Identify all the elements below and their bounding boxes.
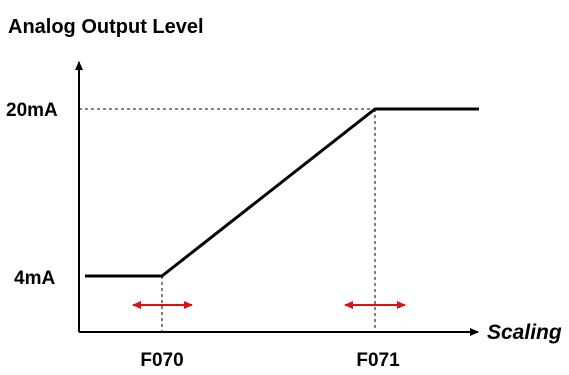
output-curve	[85, 107, 479, 278]
y-label-4ma: 4mA	[14, 268, 55, 289]
x-label-f070: F070	[140, 350, 183, 371]
x-label-f071: F071	[356, 350, 400, 371]
y-label-20ma: 20mA	[6, 100, 58, 121]
x-axis-label: Scaling	[487, 321, 562, 344]
chart-title: Analog Output Level	[8, 16, 204, 38]
